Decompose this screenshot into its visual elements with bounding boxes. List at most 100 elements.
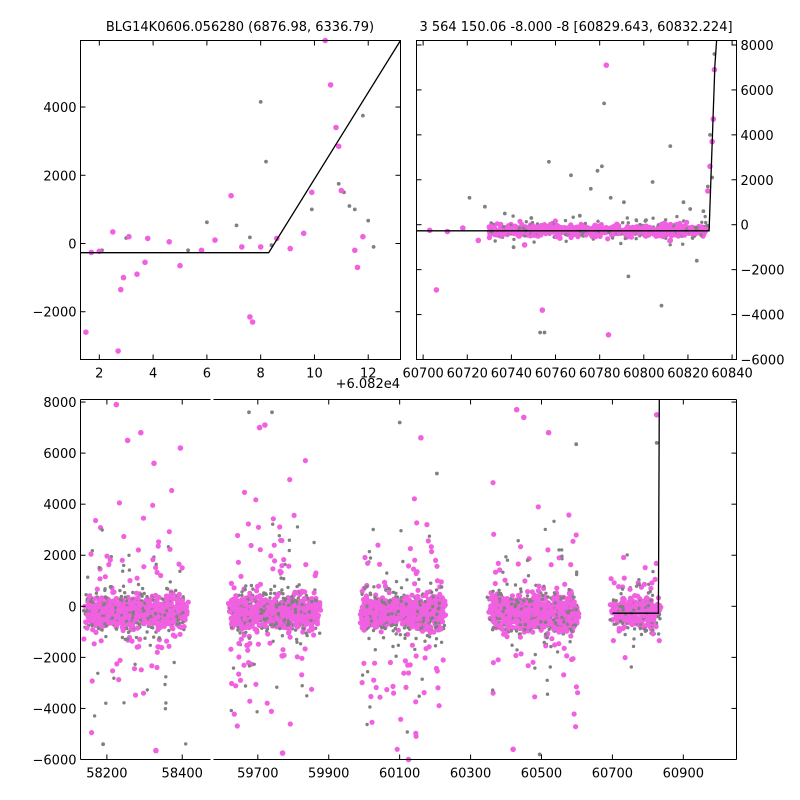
data-point-gray (148, 643, 152, 647)
data-point-gray (122, 563, 126, 568)
data-point-gray (164, 675, 168, 679)
data-point-gray (588, 186, 593, 191)
data-point-gray (368, 556, 373, 560)
data-point-gray (243, 684, 248, 688)
data-point-gray (419, 626, 423, 630)
data-point-magenta (684, 219, 690, 225)
data-point-magenta (88, 551, 94, 557)
data-point-magenta (94, 612, 100, 619)
data-point-gray (413, 647, 417, 652)
data-point-magenta (395, 627, 401, 633)
data-point-gray (542, 584, 546, 588)
data-point-gray (693, 225, 698, 229)
plot-area (80, 40, 401, 360)
data-point-gray (622, 200, 626, 205)
data-point-gray (595, 168, 600, 173)
data-point-magenta (150, 502, 156, 508)
data-point-gray (102, 602, 107, 606)
data-point-magenta (93, 517, 99, 524)
data-point-gray (113, 606, 118, 610)
data-point-magenta (305, 618, 311, 624)
data-point-gray (668, 243, 672, 247)
data-point-gray (418, 603, 422, 607)
data-point-magenta (256, 614, 262, 620)
data-point-magenta (168, 602, 174, 608)
data-point-magenta (521, 242, 528, 248)
data-point-magenta (235, 532, 241, 539)
data-point-magenta (146, 621, 152, 627)
data-point-magenta (561, 645, 567, 651)
data-point-magenta (702, 229, 708, 235)
data-point-magenta (698, 224, 704, 230)
data-point-magenta (535, 225, 541, 231)
data-point-gray (368, 705, 372, 709)
model-line (80, 40, 402, 254)
data-point-magenta (153, 565, 159, 571)
data-point-magenta (257, 547, 263, 553)
data-point-magenta (116, 600, 122, 606)
data-point-gray (626, 274, 631, 279)
y-tick-label: 2000 (741, 174, 774, 189)
data-point-gray (88, 599, 93, 604)
data-point-gray (440, 585, 444, 589)
data-point-gray (275, 685, 279, 689)
data-point-magenta (179, 565, 185, 571)
data-point-magenta (168, 592, 174, 598)
data-point-magenta (554, 585, 560, 591)
data-point-gray (264, 592, 268, 597)
data-point-gray (688, 207, 693, 211)
x-tick-label: 60700 (402, 367, 443, 382)
data-point-magenta (149, 663, 155, 669)
data-point-magenta (490, 660, 496, 666)
data-point-magenta (119, 557, 125, 563)
data-point-gray (281, 596, 285, 600)
data-point-gray (262, 609, 266, 613)
data-point-gray (151, 626, 155, 630)
data-point-magenta (231, 601, 237, 607)
data-point-gray (240, 590, 244, 594)
data-point-magenta (247, 314, 253, 320)
data-point-magenta (279, 563, 285, 569)
data-point-gray (112, 676, 116, 680)
data-point-gray (286, 603, 291, 607)
data-point-magenta (231, 620, 237, 626)
data-point-gray (626, 221, 630, 225)
data-point-gray (279, 576, 283, 580)
data-point-magenta (253, 681, 259, 687)
data-point-magenta (311, 590, 317, 596)
y-tick-label: 0 (741, 219, 749, 234)
data-point-gray (699, 233, 703, 237)
data-point-magenta (424, 617, 430, 623)
data-point-magenta (299, 613, 306, 619)
data-point-magenta (99, 623, 105, 629)
data-point-magenta (531, 595, 537, 601)
y-tick-label: 2000 (43, 169, 76, 184)
data-point-magenta (182, 606, 188, 612)
data-point-magenta (492, 569, 499, 575)
data-point-magenta (234, 610, 240, 616)
data-point-magenta (413, 733, 419, 739)
data-point-gray (483, 204, 487, 209)
data-point-magenta (169, 487, 175, 494)
data-point-magenta (432, 597, 438, 603)
data-point-magenta (247, 640, 253, 647)
data-point-gray (163, 707, 168, 711)
data-point-gray (435, 612, 439, 616)
data-point-magenta (564, 653, 570, 659)
data-point-gray (297, 583, 301, 587)
data-point-gray (294, 637, 299, 642)
data-point-gray (238, 631, 242, 635)
data-point-magenta (228, 646, 234, 652)
data-point-magenta (141, 616, 147, 622)
data-point-magenta (246, 660, 252, 666)
data-point-magenta (281, 557, 287, 563)
data-point-magenta (658, 221, 665, 227)
data-point-magenta (522, 578, 528, 584)
data-point-gray (511, 214, 515, 218)
data-point-gray (249, 583, 254, 588)
data-point-magenta (433, 287, 440, 293)
data-point-gray (293, 607, 298, 612)
data-point-magenta (81, 636, 87, 642)
data-point-magenta (308, 604, 315, 611)
data-point-magenta (371, 677, 377, 683)
